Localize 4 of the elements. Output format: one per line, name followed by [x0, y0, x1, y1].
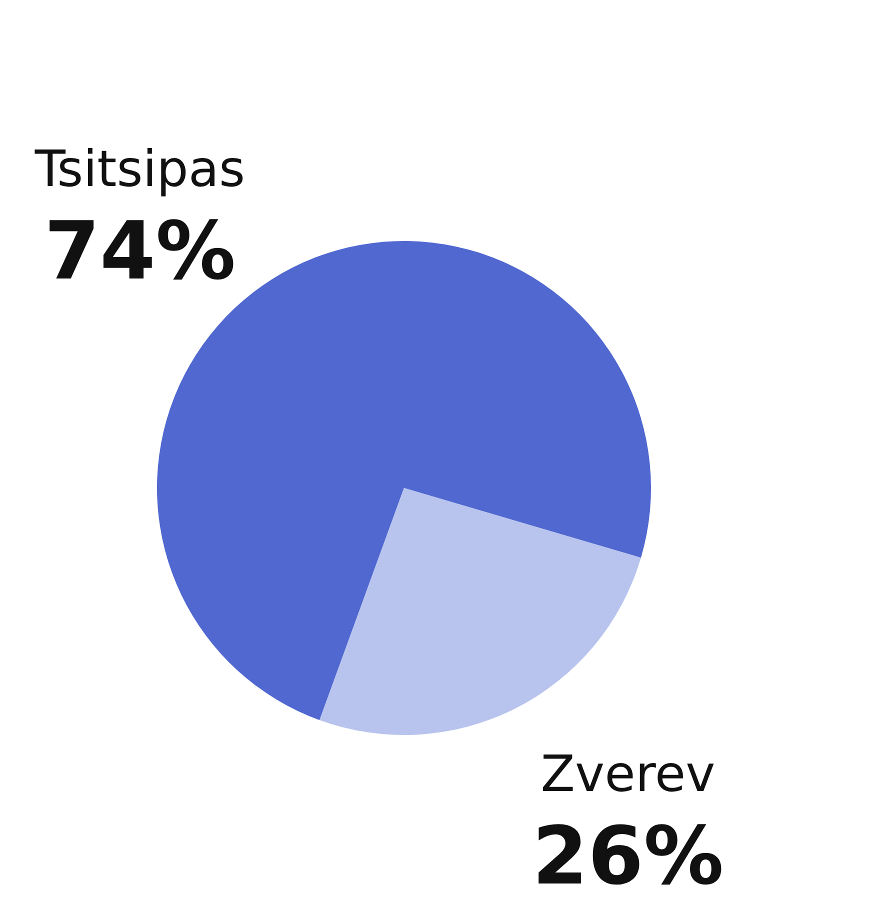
data-label: 26%	[532, 810, 724, 902]
data-label: 74%	[44, 204, 236, 298]
slice-label: Zverev	[540, 745, 716, 803]
slice-label: Tsitsipas	[34, 140, 246, 198]
